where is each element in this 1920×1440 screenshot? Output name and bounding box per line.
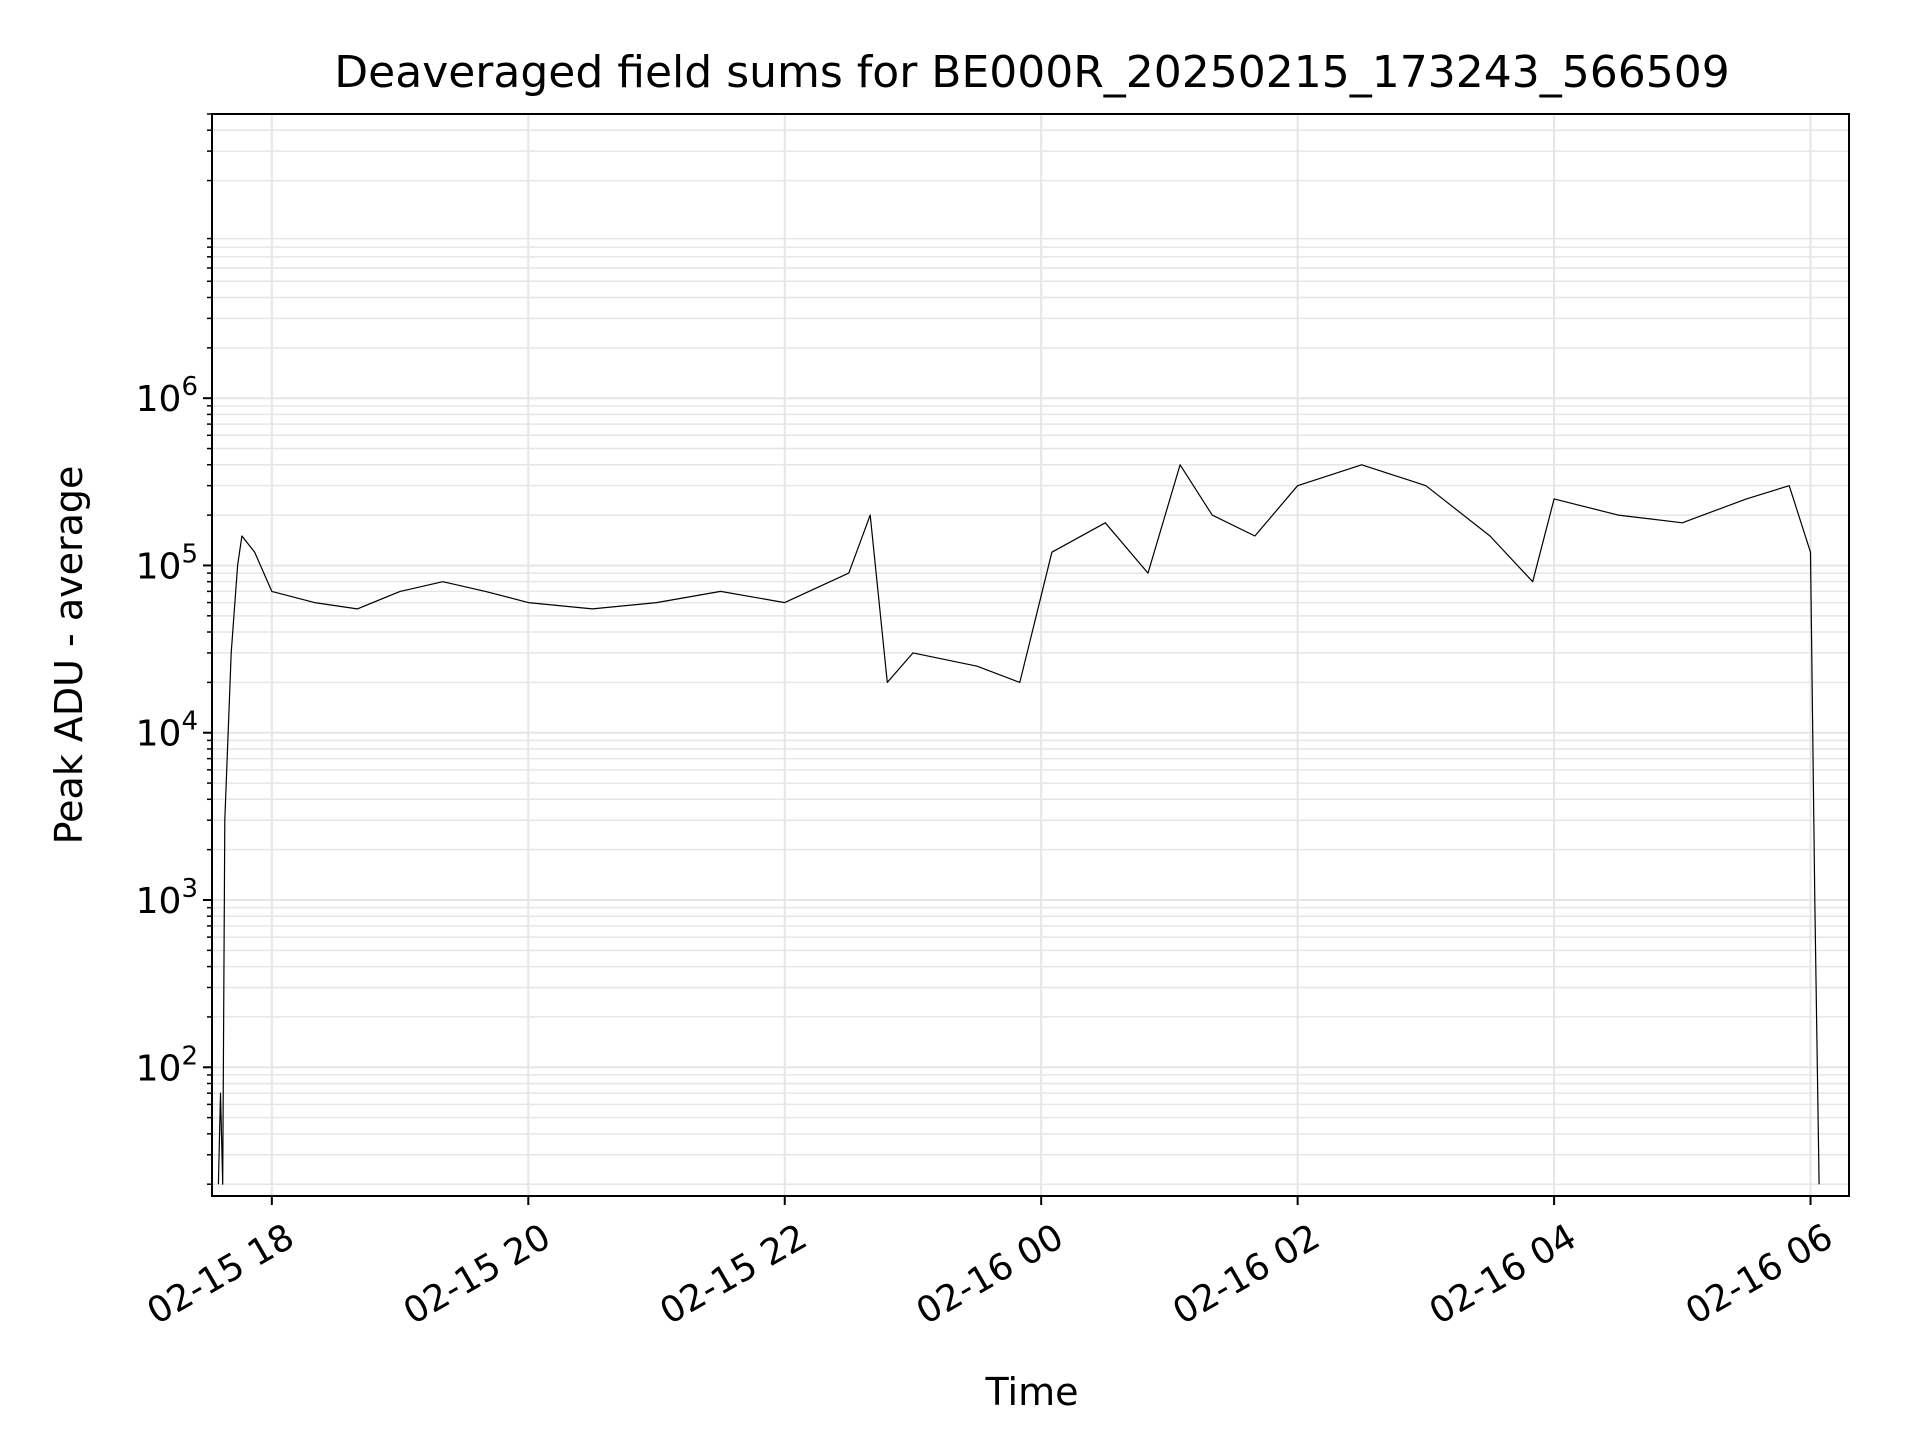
y-axis: 102 103 104 105 106 bbox=[136, 113, 212, 1185]
x-tick-label: 02-16 06 bbox=[1679, 1216, 1840, 1332]
x-tick-label: 02-15 20 bbox=[397, 1216, 558, 1332]
y-axis-label: Peak ADU - average bbox=[47, 466, 91, 845]
chart-title: Deaveraged field sums for BE000R_2025021… bbox=[334, 47, 1729, 98]
plot-frame bbox=[211, 113, 1850, 1197]
y-tick-label: 104 bbox=[136, 707, 198, 755]
y-tick-label: 105 bbox=[136, 539, 198, 587]
x-tick-label: 02-15 22 bbox=[653, 1216, 814, 1332]
x-tick-label: 02-16 00 bbox=[910, 1216, 1071, 1332]
x-axis: 02-15 18 02-15 20 02-15 22 02-16 00 02-16 02… bbox=[140, 1196, 1840, 1333]
y-tick-label: 106 bbox=[136, 372, 198, 420]
series-line bbox=[217, 464, 1820, 1185]
x-axis-label: Time bbox=[985, 1370, 1079, 1414]
y-tick-label: 103 bbox=[136, 874, 198, 922]
x-tick-label: 02-16 04 bbox=[1423, 1216, 1584, 1332]
grid bbox=[212, 113, 1849, 1196]
x-tick-label: 02-15 18 bbox=[140, 1216, 301, 1332]
x-tick-label: 02-16 02 bbox=[1166, 1216, 1327, 1332]
y-tick-label: 102 bbox=[136, 1041, 198, 1089]
